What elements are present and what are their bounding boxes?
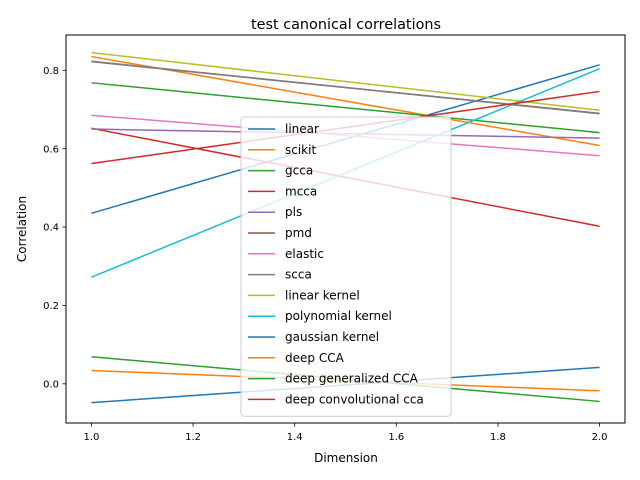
legend-label: scca <box>285 268 312 282</box>
y-tick-label: 0.6 <box>43 144 59 155</box>
x-tick-label: 1.6 <box>388 432 404 443</box>
x-axis-label: Dimension <box>314 451 378 465</box>
y-axis-label: Correlation <box>15 196 29 262</box>
plot-frame <box>65 34 626 424</box>
legend-label: polynomial kernel <box>285 309 392 323</box>
x-tick-label: 1.0 <box>83 432 99 443</box>
legend-label: deep generalized CCA <box>285 372 419 386</box>
legend-label: pmd <box>285 226 312 240</box>
x-tick-label: 1.4 <box>287 432 303 443</box>
legend-label: scikit <box>285 143 316 157</box>
y-tick-label: 0.0 <box>43 379 59 390</box>
y-axis: 0.0 0.2 0.4 0.6 0.8 <box>43 66 66 390</box>
series-line-7 <box>91 60 600 115</box>
series-line-2 <box>91 82 600 134</box>
legend-label: elastic <box>285 247 324 261</box>
legend: linear scikit gcca mcca pls pmd elastic scca lin… <box>240 116 452 417</box>
y-tick-label: 0.2 <box>43 301 59 312</box>
x-tick-label: 2.0 <box>592 432 608 443</box>
series-line-8 <box>91 51 600 111</box>
legend-label: gaussian kernel <box>285 330 379 344</box>
legend-label: deep CCA <box>285 351 345 365</box>
legend-label: pls <box>285 205 302 219</box>
x-tick-label: 1.8 <box>490 432 506 443</box>
legend-label: linear kernel <box>285 288 360 302</box>
y-tick-label: 0.4 <box>43 223 59 234</box>
legend-label: deep convolutional cca <box>285 392 424 406</box>
chart-title: test canonical correlations <box>251 17 441 33</box>
legend-label: linear <box>285 122 319 136</box>
legend-box <box>240 116 452 417</box>
x-axis: 1.0 1.2 1.4 1.6 1.8 2.0 <box>83 423 608 443</box>
y-tick-label: 0.8 <box>43 66 59 77</box>
legend-label: gcca <box>285 164 313 178</box>
x-tick-label: 1.2 <box>185 432 201 443</box>
legend-label: mcca <box>285 184 317 198</box>
series-line-1 <box>91 55 600 147</box>
